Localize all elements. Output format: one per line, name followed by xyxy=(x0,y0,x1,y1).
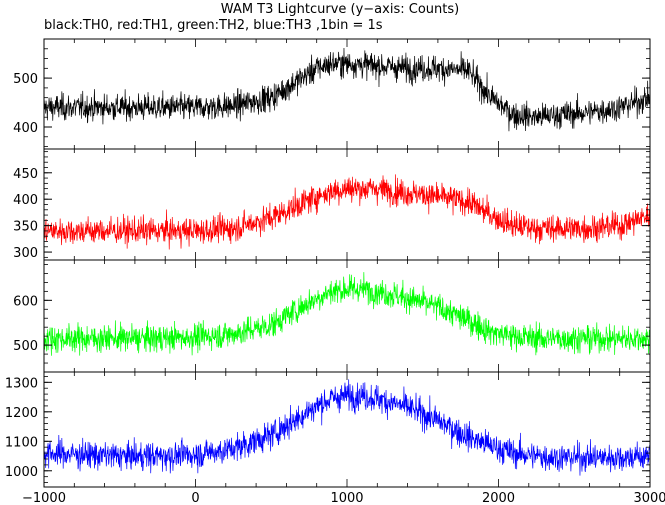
series-th2-line xyxy=(44,272,650,356)
y-tick-label: 1000 xyxy=(5,465,38,480)
chart-subtitle: black:TH0, red:TH1, green:TH2, blue:TH3 … xyxy=(44,18,383,33)
panels-group: 400 500 300 350 400 450 500 600 1000 1100 1200 1300 xyxy=(5,38,651,488)
panel-frame xyxy=(43,259,651,373)
y-tick-label: 500 xyxy=(13,72,38,87)
x-tick-label: 1000 xyxy=(330,491,363,505)
series-th1-line xyxy=(44,174,650,250)
y-tick-label: 500 xyxy=(13,339,38,354)
chart-title: WAM T3 Lightcurve (y−axis: Counts) xyxy=(221,2,459,17)
y-tick-label: 450 xyxy=(13,167,38,182)
y-tick-label: 350 xyxy=(13,220,38,235)
panel-th2: 500 600 xyxy=(13,259,651,373)
x-tick-label: −1000 xyxy=(22,491,66,505)
panel-th0: 400 500 xyxy=(13,38,651,150)
x-axis: −1000 0 1000 2000 3000 xyxy=(22,491,665,505)
y-tick-label: 400 xyxy=(13,193,38,208)
x-tick-label: 3000 xyxy=(633,491,665,505)
y-tick-label: 400 xyxy=(13,121,38,136)
y-tick-label: 300 xyxy=(13,246,38,261)
panel-frame xyxy=(43,148,651,261)
panel-frame xyxy=(43,38,651,150)
y-tick-label: 1200 xyxy=(5,406,38,421)
x-tick-label: 2000 xyxy=(482,491,515,505)
panel-th3: 1000 1100 1200 1300 xyxy=(5,371,651,488)
y-tick-label: 600 xyxy=(13,294,38,309)
panel-th1: 300 350 400 450 xyxy=(13,148,651,261)
x-tick-label: 0 xyxy=(191,491,199,505)
series-th0-line xyxy=(44,47,650,132)
series-th3-line xyxy=(44,379,650,476)
y-tick-label: 1100 xyxy=(5,435,38,450)
y-tick-label: 1300 xyxy=(5,376,38,391)
